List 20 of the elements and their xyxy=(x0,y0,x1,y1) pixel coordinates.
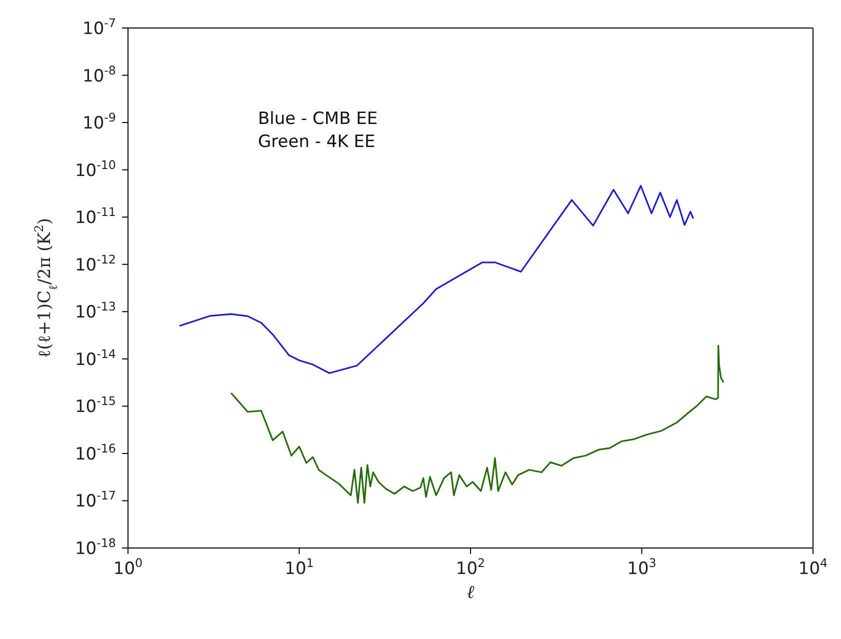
y-tick-label: 10$^{-11}$ xyxy=(74,205,116,228)
x-axis-title: ℓ xyxy=(466,582,475,603)
y-tick-label: 10$^{-12}$ xyxy=(74,252,116,276)
y-tick-label: 10$^{-14}$ xyxy=(74,346,116,370)
y-tick-label: 10$^{-10}$ xyxy=(74,158,116,181)
y-tick-label: 10$^{-13}$ xyxy=(74,300,116,323)
y-tick-label: 10$^{-18}$ xyxy=(74,536,116,559)
x-tick-label: 10$^{4}$ xyxy=(798,556,828,579)
x-tick-label: 10$^{2}$ xyxy=(456,556,486,579)
x-tick-label: 10$^{0}$ xyxy=(113,556,143,579)
y-tick-label: 10$^{-16}$ xyxy=(74,441,116,464)
annotation: Green - 4K EE xyxy=(258,131,376,154)
x-tick-label: 10$^{3}$ xyxy=(627,556,656,579)
annotation: Blue - CMB EE xyxy=(258,108,378,131)
y-tick-label: 10$^{-9}$ xyxy=(82,110,116,134)
y-tick-label: 10$^{-7}$ xyxy=(82,16,116,39)
y-tick-label: 10$^{-17}$ xyxy=(74,488,116,512)
y-tick-label: 10$^{-15}$ xyxy=(74,394,116,418)
y-tick-label: 10$^{-8}$ xyxy=(82,63,116,86)
x-tick-label: 10$^{1}$ xyxy=(284,556,314,579)
